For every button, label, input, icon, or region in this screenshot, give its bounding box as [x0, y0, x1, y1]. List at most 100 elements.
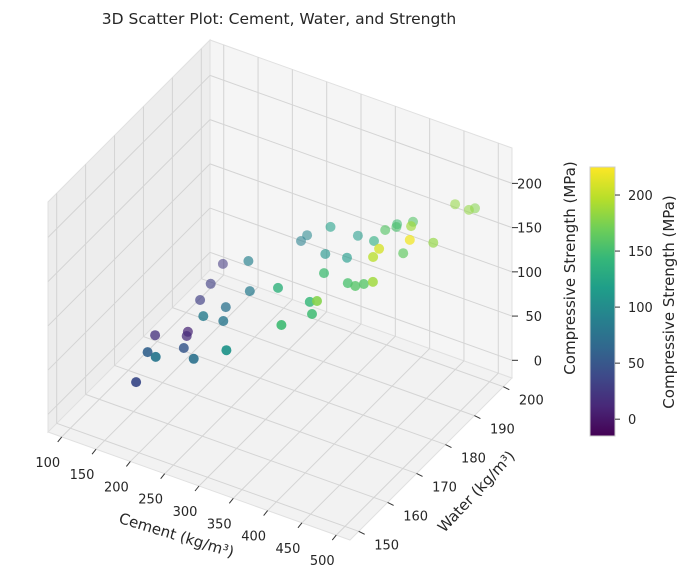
x-tick-mark — [228, 497, 234, 504]
data-point — [243, 256, 254, 266]
y-tick-label: 200 — [519, 394, 544, 409]
data-point — [367, 276, 378, 287]
data-point — [221, 345, 232, 356]
colorbar — [589, 166, 616, 437]
data-point — [369, 236, 379, 246]
data-point — [325, 221, 336, 232]
data-point — [358, 279, 369, 289]
data-point — [398, 248, 409, 259]
data-points — [131, 199, 480, 388]
x-gridline — [198, 323, 362, 487]
data-point — [342, 278, 353, 289]
data-point — [368, 252, 379, 262]
data-point — [380, 225, 391, 235]
x-gridline — [232, 335, 396, 499]
z-gridline — [209, 207, 513, 317]
y-tick-label: 170 — [432, 480, 457, 495]
colorbar-tick-label: 0 — [628, 413, 636, 428]
data-point — [188, 353, 199, 364]
x-gridline — [95, 286, 259, 450]
z-tick-label: 150 — [517, 222, 542, 237]
x-tick-label: 150 — [70, 468, 95, 483]
data-point — [296, 236, 306, 246]
data-point — [312, 296, 322, 306]
data-point — [374, 243, 385, 254]
colorbar-tick-label: 150 — [628, 245, 653, 260]
y-tick-mark — [503, 386, 510, 391]
data-point — [307, 309, 317, 319]
y-tick-label: 150 — [374, 538, 399, 553]
grid-lines — [47, 44, 518, 541]
y-tick-mark — [387, 501, 394, 506]
data-point — [273, 282, 283, 293]
x-tick-mark — [160, 473, 166, 480]
x-gridline — [164, 311, 328, 475]
data-point — [342, 252, 352, 263]
data-point — [319, 268, 329, 279]
z-gridline — [209, 74, 513, 184]
x-tick-label: 450 — [276, 542, 301, 557]
x-tick-mark — [91, 448, 97, 455]
x-tick-mark — [194, 485, 200, 492]
x-tick-label: 250 — [138, 493, 163, 508]
z-tick-label: 200 — [517, 177, 542, 192]
x-gridline — [335, 372, 499, 536]
data-point — [142, 347, 153, 358]
z-gridline — [47, 75, 211, 238]
data-point — [463, 204, 474, 215]
colorbar-tick-label: 200 — [628, 189, 653, 204]
z-tick-label: 0 — [534, 354, 542, 369]
data-point — [195, 295, 206, 305]
x-tick-label: 500 — [310, 554, 335, 569]
z-gridline — [209, 119, 513, 229]
data-point — [217, 258, 228, 269]
colorbar-ticks: 0 50 100 150 200 — [615, 189, 653, 428]
x-tick-mark — [331, 534, 337, 541]
data-point — [352, 230, 363, 241]
y-tick-mark — [358, 530, 365, 535]
z-gridline — [209, 251, 513, 361]
data-point — [428, 237, 439, 248]
x-tick-label: 300 — [173, 505, 198, 520]
data-point — [391, 222, 402, 232]
x-gridline — [130, 299, 293, 462]
x-tick-label: 350 — [207, 517, 232, 532]
data-point — [406, 221, 417, 232]
z-gridline — [47, 163, 211, 327]
data-point — [350, 281, 361, 291]
y-gridline — [85, 393, 388, 503]
colorbar-tick-label: 50 — [628, 357, 645, 372]
y-tick-label: 160 — [403, 509, 428, 524]
x-tick-mark — [125, 461, 131, 467]
tick-labels: 1001502002503003504004505001501601701801… — [35, 177, 543, 569]
z-gridline — [47, 251, 211, 415]
z-gridline — [47, 119, 211, 282]
data-point — [131, 377, 142, 388]
chart-title: 3D Scatter Plot: Cement, Water, and Stre… — [102, 10, 457, 28]
x-tick-mark — [297, 522, 303, 529]
y-gridline — [201, 278, 504, 388]
data-point — [244, 286, 255, 297]
y-tick-mark — [474, 415, 481, 420]
z-axis-label: Compressive Strength (MPa) — [561, 161, 579, 374]
data-point — [150, 351, 161, 362]
y-tick-label: 190 — [490, 423, 515, 438]
z-tick-label: 50 — [525, 310, 542, 325]
y-tick-label: 180 — [461, 452, 486, 467]
colorbar-tick-label: 100 — [628, 301, 653, 316]
y-tick-mark — [445, 444, 452, 448]
x-tick-label: 200 — [104, 480, 129, 495]
data-point — [320, 249, 331, 259]
x-tick-label: 100 — [35, 456, 60, 471]
data-point — [450, 199, 461, 210]
y-gridline — [56, 422, 359, 532]
x-gridline — [267, 348, 430, 511]
data-point — [181, 331, 192, 341]
data-point — [276, 320, 287, 330]
x-gridline — [301, 360, 465, 524]
data-point — [404, 234, 415, 245]
data-point — [218, 316, 229, 326]
data-point — [150, 330, 161, 341]
x-tick-mark — [263, 510, 269, 516]
